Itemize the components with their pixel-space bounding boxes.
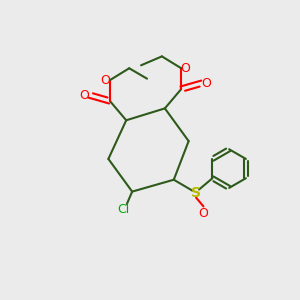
Text: O: O bbox=[202, 76, 212, 90]
Text: O: O bbox=[100, 74, 110, 87]
Text: O: O bbox=[181, 62, 190, 75]
Text: Cl: Cl bbox=[117, 203, 129, 216]
Text: O: O bbox=[199, 207, 208, 220]
Text: S: S bbox=[191, 186, 201, 200]
Text: O: O bbox=[80, 88, 89, 101]
